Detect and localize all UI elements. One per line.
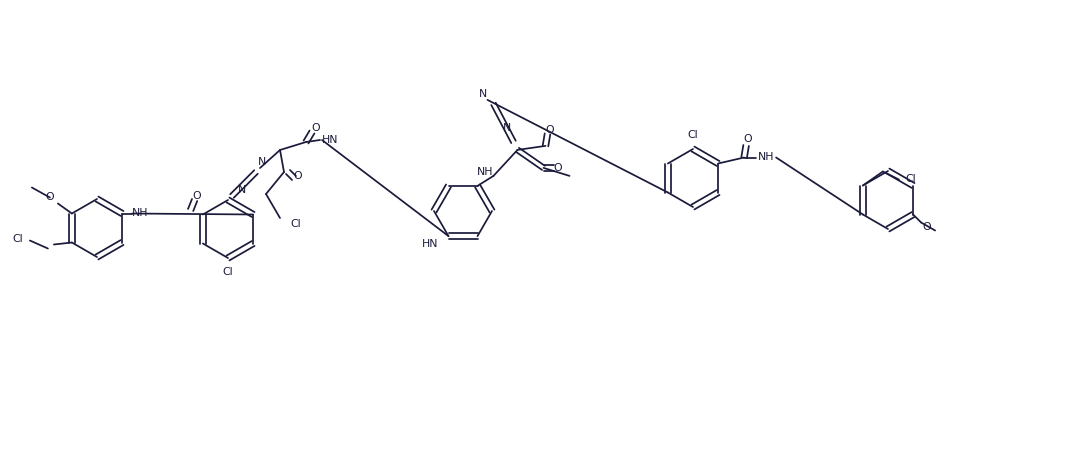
Text: NH: NH: [132, 209, 149, 219]
Text: O: O: [192, 191, 201, 201]
Text: O: O: [743, 135, 752, 145]
Text: HN: HN: [322, 135, 338, 145]
Text: O: O: [45, 193, 54, 203]
Text: N: N: [504, 123, 511, 133]
Text: NH: NH: [757, 153, 775, 162]
Text: O: O: [554, 163, 562, 173]
Text: Cl: Cl: [222, 267, 233, 277]
Text: Cl: Cl: [687, 130, 698, 140]
Text: HN: HN: [422, 239, 439, 249]
Text: O: O: [293, 171, 302, 181]
Text: NH: NH: [477, 167, 494, 177]
Text: O: O: [312, 123, 320, 133]
Text: N: N: [479, 89, 488, 99]
Text: Cl: Cl: [290, 219, 301, 229]
Text: Cl: Cl: [13, 234, 23, 244]
Text: N: N: [237, 185, 246, 195]
Text: Cl: Cl: [905, 174, 916, 185]
Text: O: O: [923, 221, 931, 232]
Text: O: O: [545, 125, 554, 135]
Text: N: N: [258, 157, 267, 167]
